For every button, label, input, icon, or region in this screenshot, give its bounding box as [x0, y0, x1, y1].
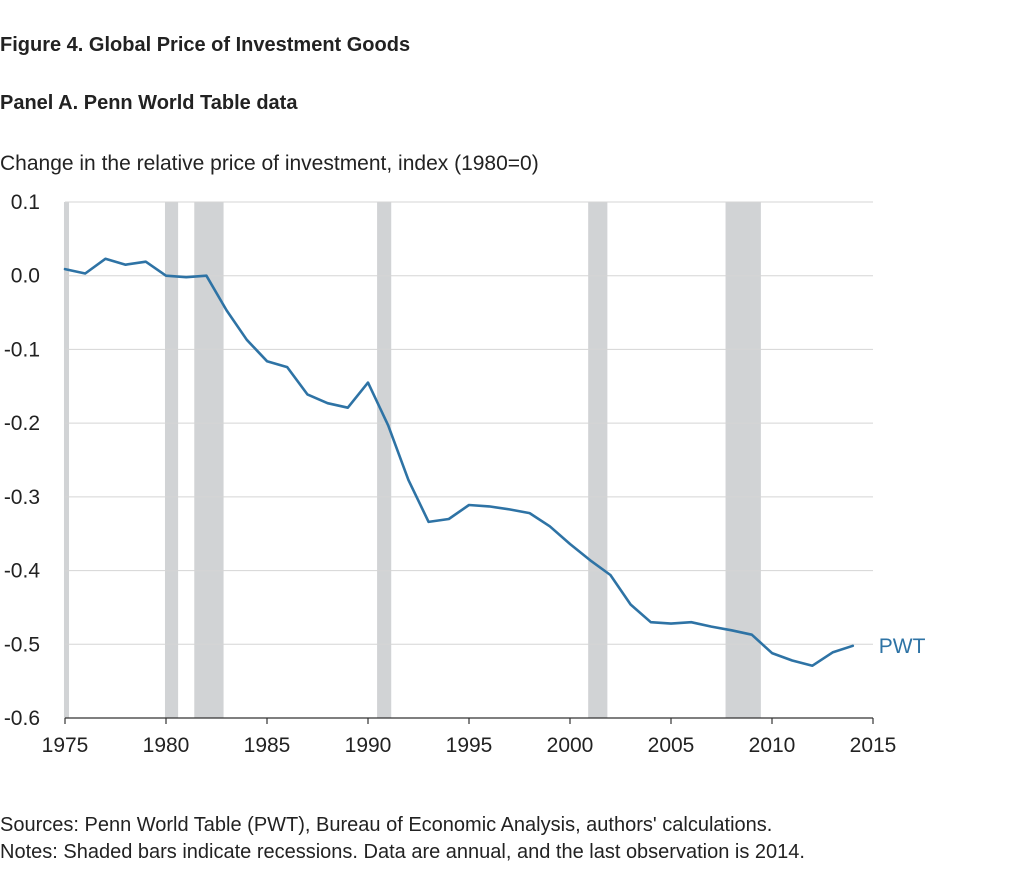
recession-bar-2	[194, 202, 224, 718]
y-tick-label-0: 0.1	[11, 191, 40, 214]
gridlines	[65, 201, 873, 645]
x-tick-label-3: 1990	[345, 734, 392, 757]
y-tick-label-1: 0.0	[11, 265, 40, 288]
y-axis-label: Change in the relative price of investme…	[0, 152, 539, 175]
x-tick-label-7: 2010	[749, 734, 796, 757]
panel-title: Panel A. Penn World Table data	[0, 92, 298, 114]
sources-note: Sources: Penn World Table (PWT), Bureau …	[0, 814, 773, 836]
series-lines	[63, 257, 855, 668]
line-chart: 0.10.0-0.1-0.2-0.3-0.4-0.5-0.6 1975 1980 1…	[4, 191, 926, 757]
x-tick-labels: 1975 1980 1985 1990 1995 2000 2005 2010 2015	[42, 734, 897, 757]
series-labels: PWT	[879, 635, 926, 658]
figure-title: Figure 4. Global Price of Investment Goo…	[0, 34, 411, 56]
x-tick-label-5: 2000	[547, 734, 594, 757]
recession-bar-5	[725, 202, 761, 718]
recession-bar-4	[588, 202, 608, 718]
recession-bar-0	[63, 202, 70, 718]
y-tick-label-2: -0.1	[4, 338, 40, 361]
x-axis	[64, 717, 874, 724]
y-tick-label-5: -0.4	[4, 560, 41, 583]
x-tick-label-2: 1985	[244, 734, 291, 757]
x-tick-label-8: 2015	[850, 734, 897, 757]
recession-bars	[63, 202, 761, 718]
x-tick-label-4: 1995	[446, 734, 493, 757]
x-tick-label-0: 1975	[42, 734, 89, 757]
y-tick-label-6: -0.5	[4, 633, 40, 656]
y-tick-labels: 0.1 0.0 -0.1 -0.2 -0.3 -0.4 -0.5 -0.6	[4, 191, 41, 730]
y-tick-label-4: -0.3	[4, 486, 40, 509]
series-label-0: PWT	[879, 635, 926, 658]
y-tick-label-3: -0.2	[4, 412, 40, 435]
x-tick-label-1: 1980	[143, 734, 190, 757]
recession-bar-1	[164, 202, 179, 718]
y-tick-label-7: -0.6	[4, 707, 40, 730]
series-line-0	[63, 257, 855, 668]
footnotes: Sources: Penn World Table (PWT), Bureau …	[0, 812, 805, 866]
notes-note: Notes: Shaded bars indicate recessions. …	[0, 841, 805, 863]
recession-bar-3	[377, 202, 392, 718]
x-tick-label-6: 2005	[648, 734, 695, 757]
